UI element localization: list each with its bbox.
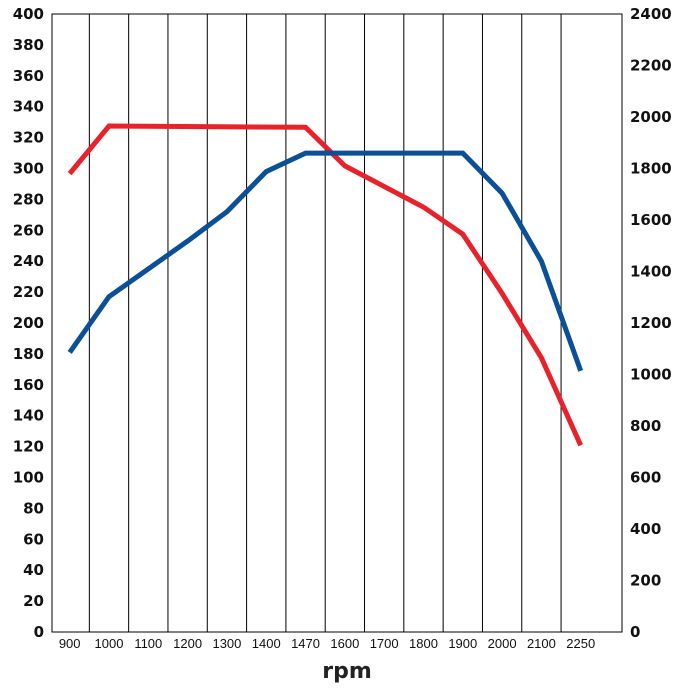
left-tick-label: 140 bbox=[13, 407, 44, 425]
left-tick-label: 120 bbox=[13, 438, 44, 456]
right-tick-label: 200 bbox=[630, 572, 661, 590]
right-tick-label: 1600 bbox=[630, 211, 672, 229]
left-tick-label: 300 bbox=[13, 160, 44, 178]
left-tick-label: 160 bbox=[13, 376, 44, 394]
x-tick-label: 1600 bbox=[330, 636, 359, 651]
x-tick-label: 2250 bbox=[566, 636, 595, 651]
x-tick-label: 1200 bbox=[173, 636, 202, 651]
right-tick-label: 2400 bbox=[630, 5, 672, 23]
left-tick-label: 400 bbox=[13, 5, 44, 23]
x-tick-label: 1100 bbox=[134, 636, 162, 651]
left-tick-label: 40 bbox=[23, 561, 44, 579]
left-tick-label: 0 bbox=[34, 623, 44, 641]
x-tick-label: 2000 bbox=[488, 636, 517, 651]
x-tick-label: 2100 bbox=[527, 636, 556, 651]
left-tick-label: 100 bbox=[13, 469, 44, 487]
left-tick-label: 180 bbox=[13, 345, 44, 363]
x-tick-label: 1470 bbox=[291, 636, 320, 651]
x-axis-title: rpm bbox=[322, 659, 372, 684]
x-tick-label: 1300 bbox=[212, 636, 241, 651]
right-tick-label: 1000 bbox=[630, 366, 672, 384]
right-tick-label: 2200 bbox=[630, 57, 672, 75]
x-tick-label: 1000 bbox=[95, 636, 124, 651]
left-tick-label: 240 bbox=[13, 252, 44, 270]
x-tick-label: 1800 bbox=[409, 636, 438, 651]
plot-frame bbox=[52, 14, 622, 632]
left-tick-label: 60 bbox=[23, 530, 44, 548]
right-tick-label: 400 bbox=[630, 520, 661, 538]
left-tick-label: 20 bbox=[23, 592, 44, 610]
right-tick-label: 1200 bbox=[630, 314, 672, 332]
left-axis-ticks: 0 20 40 60 80 100 120 140 160 180 200 220 240 260 280 3… bbox=[13, 5, 44, 641]
right-tick-label: 600 bbox=[630, 469, 661, 487]
right-axis-ticks: 0 200 400 600 800 1000 1200 1400 1600 1800 2000 220… bbox=[630, 5, 672, 641]
left-tick-label: 380 bbox=[13, 36, 44, 54]
left-tick-label: 200 bbox=[13, 314, 44, 332]
right-tick-label: 1400 bbox=[630, 263, 672, 281]
left-tick-label: 320 bbox=[13, 129, 44, 147]
left-tick-label: 80 bbox=[23, 499, 44, 517]
left-tick-label: 260 bbox=[13, 221, 44, 239]
x-axis-ticks: 900 1000 1100 1200 1300 1400 1470 1600 1700 1800 1… bbox=[59, 636, 595, 651]
left-tick-label: 360 bbox=[13, 67, 44, 85]
left-tick-label: 220 bbox=[13, 283, 44, 301]
x-tick-label: 1900 bbox=[448, 636, 477, 651]
left-tick-label: 280 bbox=[13, 190, 44, 208]
right-tick-label: 0 bbox=[630, 623, 640, 641]
grid-lines bbox=[89, 14, 561, 632]
x-tick-label: 900 bbox=[59, 636, 81, 651]
left-tick-label: 340 bbox=[13, 98, 44, 116]
right-tick-label: 2000 bbox=[630, 108, 672, 126]
right-tick-label: 1800 bbox=[630, 160, 672, 178]
x-tick-label: 1400 bbox=[252, 636, 281, 651]
right-tick-label: 800 bbox=[630, 417, 661, 435]
x-tick-label: 1700 bbox=[370, 636, 399, 651]
